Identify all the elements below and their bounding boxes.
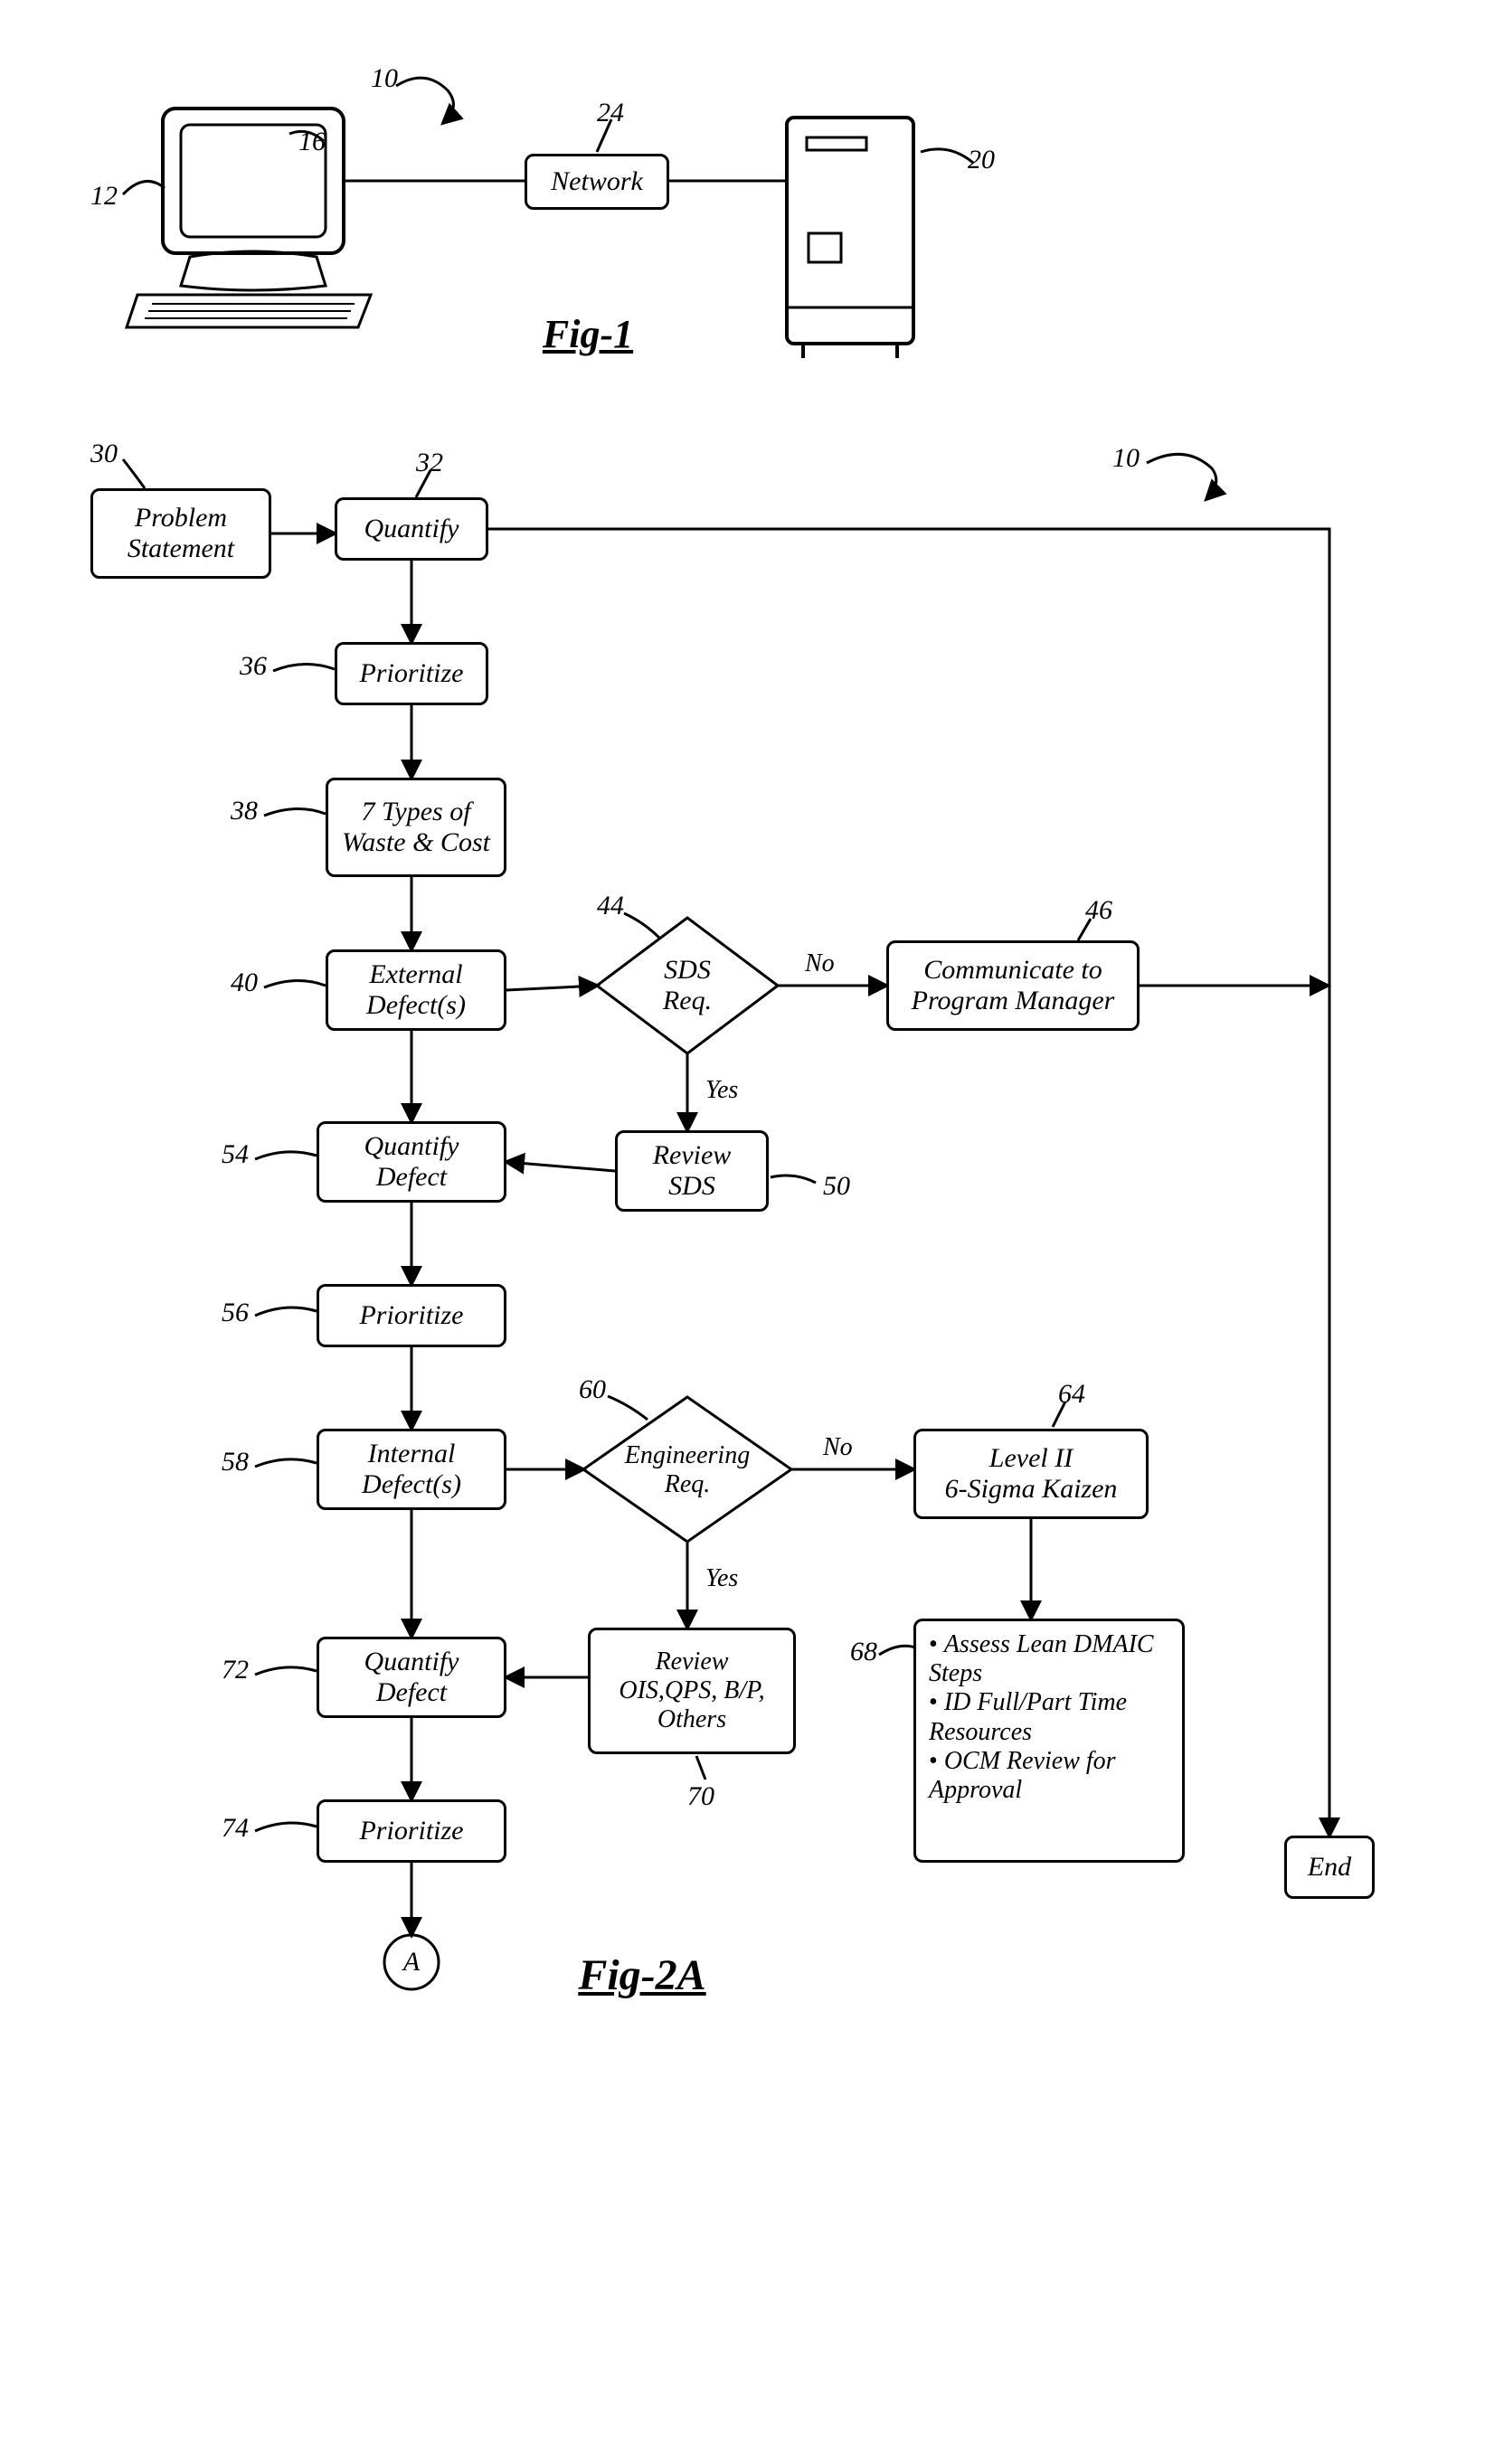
ref-24: 24 (597, 98, 624, 128)
node-internal-defect: Internal Defect(s) (317, 1429, 506, 1510)
ref-40: 40 (231, 968, 258, 998)
node-review-ois: Review OIS,QPS, B/P, Others (588, 1628, 796, 1754)
label-eng-yes: Yes (705, 1564, 738, 1593)
node-prioritize-2: Prioritize (317, 1284, 506, 1347)
node-prioritize-1: Prioritize (335, 642, 488, 705)
ref-10b: 10 (1112, 443, 1140, 474)
label-eng-no: No (823, 1433, 853, 1462)
node-quantify: Quantify (335, 497, 488, 561)
node-sds-req-label: SDS Req. (633, 951, 742, 1020)
ref-72: 72 (222, 1655, 249, 1685)
ref-56: 56 (222, 1298, 249, 1328)
bullet-3: OCM Review for Approval (929, 1747, 1169, 1805)
ref-50: 50 (823, 1171, 850, 1202)
node-quantify-defect-1: Quantify Defect (317, 1121, 506, 1203)
ref-12: 12 (90, 181, 118, 212)
label-sds-yes: Yes (705, 1076, 738, 1105)
ref-20: 20 (968, 145, 995, 175)
node-engineering-req-label: Engineering Req. (615, 1436, 760, 1505)
node-review-sds: Review SDS (615, 1130, 769, 1212)
node-prioritize-3: Prioritize (317, 1799, 506, 1863)
ref-74: 74 (222, 1813, 249, 1844)
bullet-2: ID Full/Part Time Resources (929, 1688, 1169, 1746)
ref-60: 60 (579, 1374, 606, 1405)
ref-36: 36 (240, 651, 267, 682)
ref-16: 16 (298, 127, 326, 157)
node-bullets: Assess Lean DMAIC Steps ID Full/Part Tim… (913, 1619, 1185, 1863)
ref-38: 38 (231, 796, 258, 826)
ref-54: 54 (222, 1139, 249, 1170)
fig1-title: Fig-1 (470, 307, 705, 362)
ref-30: 30 (90, 439, 118, 469)
node-communicate: Communicate to Program Manager (886, 940, 1140, 1031)
ref-10: 10 (371, 63, 398, 94)
node-external-defect: External Defect(s) (326, 949, 506, 1031)
ref-46: 46 (1085, 895, 1112, 926)
node-seven-waste: 7 Types of Waste & Cost (326, 778, 506, 877)
svg-layer (36, 36, 1449, 2428)
connector-a-label: A (395, 1946, 428, 1978)
ref-68: 68 (850, 1637, 877, 1667)
ref-58: 58 (222, 1447, 249, 1477)
ref-44: 44 (597, 891, 624, 921)
network-label: Network (551, 166, 643, 198)
node-quantify-defect-2: Quantify Defect (317, 1637, 506, 1718)
ref-70: 70 (687, 1781, 714, 1812)
label-sds-no: No (805, 949, 835, 978)
node-level2: Level II 6-Sigma Kaizen (913, 1429, 1149, 1519)
bullet-1: Assess Lean DMAIC Steps (929, 1630, 1169, 1688)
fig2a-title: Fig-2A (506, 1944, 778, 2007)
ref-64: 64 (1058, 1379, 1085, 1410)
diagram-canvas: Network Fig-1 10 12 16 24 20 Problem Sta… (36, 36, 1449, 2428)
ref-32: 32 (416, 448, 443, 478)
node-end: End (1284, 1836, 1375, 1899)
node-problem-statement: Problem Statement (90, 488, 271, 579)
network-box: Network (525, 154, 669, 210)
